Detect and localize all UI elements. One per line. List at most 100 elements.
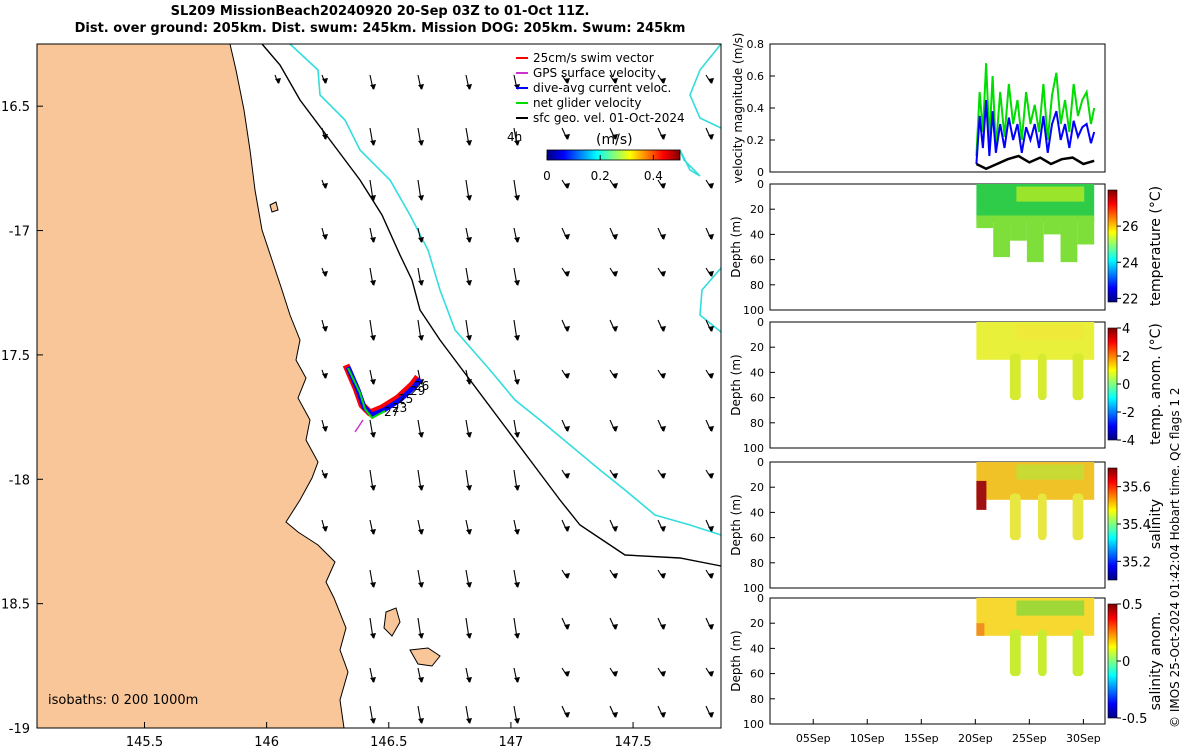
current-vector-head xyxy=(466,582,472,588)
heatmap-cells xyxy=(1038,493,1047,541)
current-vector-head xyxy=(514,718,520,724)
depth-tick-label: 20 xyxy=(750,203,764,216)
current-vector-head xyxy=(514,485,520,491)
time-x-tick-label: 10Sep xyxy=(850,732,885,745)
heatmap-cells xyxy=(1072,629,1084,677)
current-vector-head xyxy=(466,84,472,90)
depth-tick-label: 40 xyxy=(750,506,764,519)
heatmap-cells xyxy=(1026,215,1044,263)
velocity-series xyxy=(975,154,1095,171)
salinity-anomaly-panel: 0 20 40 60 80 100 Depth (m) -0.5 0 0.5 salinity an… xyxy=(729,592,1164,745)
map-y-tick-label: 16.5 xyxy=(1,100,30,115)
speed-colorbar-ticks: 0 0.2 0.4 xyxy=(543,155,663,183)
current-vector-head xyxy=(708,573,714,579)
day-label: 25 xyxy=(398,392,413,406)
depth-axis-label: Depth (m) xyxy=(729,494,743,555)
depth-tick-label: 40 xyxy=(750,228,764,241)
current-vector-head xyxy=(322,271,328,277)
legend-entry: GPS surface velocity xyxy=(533,66,656,80)
isobath-1000m-offshore xyxy=(699,267,722,333)
current-vector-head xyxy=(514,677,520,683)
current-vector-head xyxy=(564,624,570,630)
current-vector-head xyxy=(466,379,472,385)
island xyxy=(409,647,441,667)
current-vector-head xyxy=(612,183,618,189)
current-vector-head xyxy=(660,234,666,240)
current-vector-head xyxy=(612,712,618,718)
depth-axis-label: Depth (m) xyxy=(729,216,743,277)
velocity-series xyxy=(975,63,1096,157)
current-vector-head xyxy=(708,473,714,479)
current-vector-head xyxy=(466,485,472,491)
day-label: 26 xyxy=(414,379,429,393)
current-vector-head xyxy=(418,84,424,90)
current-vector-head xyxy=(612,78,618,84)
heatmap-cells xyxy=(1009,353,1021,401)
current-vector-head xyxy=(370,84,376,90)
depth-tick-label: 100 xyxy=(743,718,764,731)
current-vector-head xyxy=(322,326,328,332)
current-vector-head xyxy=(612,573,618,579)
current-vector-head xyxy=(564,473,570,479)
colorbar-tick-label: -4 xyxy=(1122,434,1135,449)
current-vector-head xyxy=(418,335,424,341)
colorbar-tick-label: 26 xyxy=(1122,220,1139,235)
map-x-tick-label: 147.5 xyxy=(614,735,651,750)
heatmap-colorbar xyxy=(1107,603,1118,719)
current-vector-head xyxy=(322,234,328,240)
colorbar-tick-label: 35.6 xyxy=(1122,481,1151,496)
current-vector-head xyxy=(322,526,328,532)
current-vector-head xyxy=(708,426,714,432)
depth-tick-label: 40 xyxy=(750,366,764,379)
legend-entry: sfc geo. vel. 01-Oct-2024 xyxy=(533,111,685,125)
current-vector-head xyxy=(370,677,376,683)
isobath-1000m-offshore xyxy=(689,43,722,129)
temperature-panel: 0 20 40 60 80 100 Depth (m) 22 24 26 temperature (… xyxy=(729,178,1164,317)
colorbar-tick-label: 0.5 xyxy=(1122,598,1143,613)
heatmap-cells xyxy=(1009,493,1021,541)
colorbar-tick-label: 0.4 xyxy=(644,169,663,183)
depth-tick-label: 0 xyxy=(757,592,764,605)
heatmap-colorbar xyxy=(1107,189,1118,303)
current-vector-head xyxy=(708,326,714,332)
current-vector-head xyxy=(514,140,520,146)
isobath-1000m-offshore xyxy=(679,149,701,177)
current-vector-head xyxy=(466,195,472,201)
current-vector-head xyxy=(466,432,472,438)
land-mass xyxy=(36,43,349,729)
map-y-tick-label: -18 xyxy=(9,473,30,488)
current-vector-head xyxy=(612,526,618,532)
depth-tick-label: 80 xyxy=(750,693,764,706)
speed-colorbar xyxy=(546,149,681,161)
heatmap-cells xyxy=(976,480,987,510)
current-vector-head xyxy=(564,671,570,677)
time-x-tick-label: 30Sep xyxy=(1066,732,1101,745)
day-label: 27 xyxy=(384,405,399,419)
current-vector-head xyxy=(466,140,472,146)
current-vector-head xyxy=(370,582,376,588)
current-vector-head xyxy=(322,183,328,189)
heatmap-cells xyxy=(1072,493,1084,541)
current-vector-head xyxy=(418,140,424,146)
depth-tick-label: 20 xyxy=(750,341,764,354)
depth-tick-label: 0 xyxy=(757,178,764,191)
day-label: 23 xyxy=(392,401,407,415)
current-vector-head xyxy=(370,633,376,639)
current-vector-head xyxy=(612,624,618,630)
depth-axis-label: Depth (m) xyxy=(729,630,743,691)
current-vector-head xyxy=(612,473,618,479)
salinity-panel: 0 20 40 60 80 100 Depth (m) 35.2 35.4 35.6 salinit… xyxy=(729,456,1164,595)
heatmap-cells xyxy=(1060,215,1078,263)
heatmap-cells xyxy=(1038,353,1047,401)
current-vector-head xyxy=(466,718,472,724)
current-vector-head xyxy=(612,134,618,140)
isobath-label: isobaths: 0 200 1000m xyxy=(48,693,198,708)
current-vector-head xyxy=(660,426,666,432)
current-vector-head xyxy=(708,78,714,84)
map-y-tick-label: 18.5 xyxy=(1,598,30,613)
current-vector-head xyxy=(564,234,570,240)
glider-track xyxy=(342,363,422,433)
colorbar-tick-label: -0.5 xyxy=(1122,712,1147,727)
colorbar-tick-label: 0 xyxy=(543,169,551,183)
